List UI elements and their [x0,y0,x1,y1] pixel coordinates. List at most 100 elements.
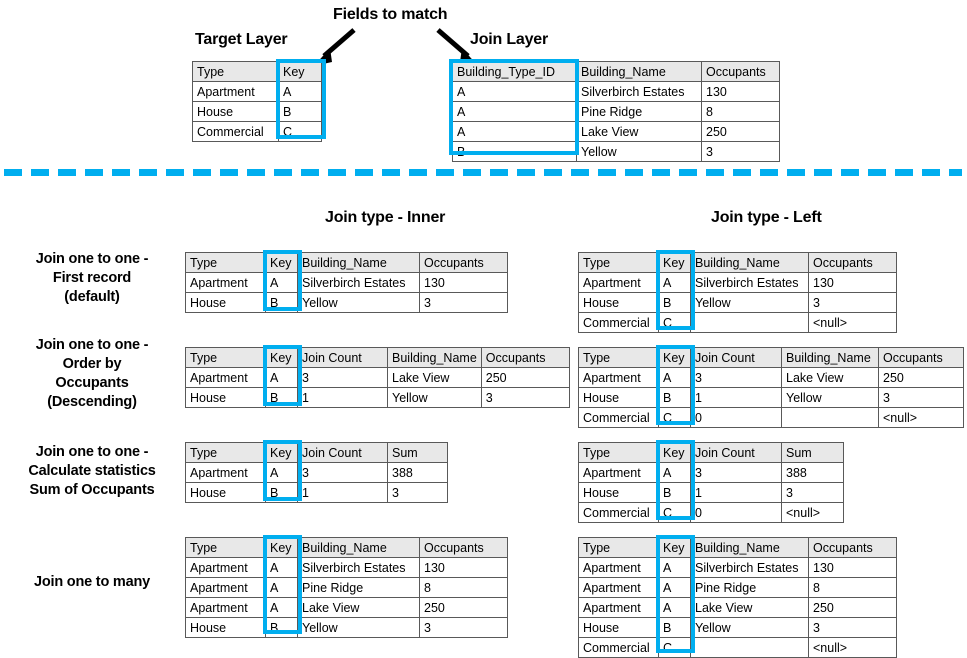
table-cell: <null> [781,502,844,523]
column-header: Occupants [701,61,780,82]
table-cell: Apartment [185,597,266,618]
row-label-line: Calculate statistics [28,463,156,479]
table-cell: Apartment [185,462,266,483]
table-cell: B [265,292,298,313]
table-row: A Lake View 250 [452,121,780,142]
column-header: Type [578,442,659,463]
table-row: Apartment A Silverbirch Estates 130 [185,557,508,578]
column-header: Sum [387,442,448,463]
table-cell: Apartment [578,367,659,388]
column-header: Occupants [419,252,508,273]
table-cell: B [658,617,691,638]
row-label-first-record: Join one to one - First record (default) [6,250,178,307]
column-header: Building_Name [297,252,420,273]
row-label-order-by-occupants: Join one to one - Order by Occupants (Desce… [6,336,178,412]
column-header: Building_Name [576,61,702,82]
table-cell: 3 [690,462,782,483]
table-cell: 3 [419,292,508,313]
column-header: Key [265,252,298,273]
column-header: Type [578,252,659,273]
table-cell: 130 [701,81,780,102]
table-cell: 8 [808,577,897,598]
table-cell: Yellow [576,141,702,162]
table-cell: 1 [690,387,782,408]
table-row: Apartment A [192,81,322,102]
row-label-join-one-to-many: Join one to many [6,573,178,592]
table-row: House B Yellow 3 [185,292,508,313]
table-cell: A [265,557,298,578]
table-cell: 3 [419,617,508,638]
table-header-row: Type Key Join Count Sum [578,442,844,463]
table-header-row: Type Key Building_Name Occupants [578,252,897,273]
table-cell: <null> [878,407,964,428]
table-row: Apartment A 3 Lake View 250 [578,367,964,388]
table-cell: Commercial [578,312,659,333]
table-cell: 3 [878,387,964,408]
column-header: Key [278,61,322,82]
column-header: Key [658,537,691,558]
table-cell: C [658,502,691,523]
table-header-row: Type Key Building_Name Occupants [185,537,508,558]
table-cell: Commercial [578,502,659,523]
table-row: Apartment A Lake View 250 [578,597,897,618]
column-header: Join Count [297,442,388,463]
table-cell: A [452,121,577,142]
table-row: Apartment A Silverbirch Estates 130 [578,272,897,293]
table-cell: Pine Ridge [690,577,809,598]
table-cell: Silverbirch Estates [297,272,420,293]
table-cell: B [278,101,322,122]
table-cell: Yellow [387,387,482,408]
row-label-line: Join one to one - [35,251,149,267]
table-cell: House [185,617,266,638]
result-left-order-by-table: Type Key Join Count Building_Name Occupants A… [578,347,964,428]
column-header: Building_Type_ID [452,61,577,82]
table-cell: Lake View [297,597,420,618]
table-cell: Pine Ridge [297,577,420,598]
table-cell: Commercial [578,407,659,428]
column-header: Join Count [297,347,388,368]
row-label-line: Join one to one - [35,444,149,460]
result-left-first-record-table: Type Key Building_Name Occupants Apartment A S… [578,252,897,333]
table-cell: A [452,101,577,122]
table-cell: Apartment [578,597,659,618]
column-header: Key [658,252,691,273]
join-type-inner-heading: Join type - Inner [325,209,446,226]
table-cell: House [185,387,266,408]
table-cell: Apartment [578,577,659,598]
table-cell: Apartment [185,557,266,578]
column-header: Building_Name [781,347,879,368]
table-cell: Lake View [781,367,879,388]
table-cell: C [658,407,691,428]
table-row: House B 1 3 [578,482,844,503]
table-cell: 250 [419,597,508,618]
table-cell: B [658,387,691,408]
table-cell: 388 [387,462,448,483]
join-layer-table-wrap: Building_Type_ID Building_Name Occupants A S… [449,59,780,162]
table-cell [690,312,809,333]
table-row: House B 1 Yellow 3 [578,387,964,408]
table-cell: 8 [419,577,508,598]
table-cell: Silverbirch Estates [297,557,420,578]
table-header-row: Type Key Join Count Sum [185,442,448,463]
result-inner-one-to-many-wrap: Type Key Building_Name Occupants Apartment A S… [185,535,508,638]
table-cell: A [278,81,322,102]
result-left-one-to-many-table: Type Key Building_Name Occupants Apartment A S… [578,537,897,658]
table-cell: Apartment [192,81,279,102]
table-cell: Lake View [690,597,809,618]
table-header-row: Type Key [192,61,322,82]
column-header: Building_Name [690,252,809,273]
column-header: Building_Name [690,537,809,558]
table-row: B Yellow 3 [452,141,780,162]
table-cell: Silverbirch Estates [690,272,809,293]
table-header-row: Type Key Building_Name Occupants [185,252,508,273]
table-cell: 250 [878,367,964,388]
table-cell: 8 [701,101,780,122]
table-cell: 3 [297,367,388,388]
row-label-line: Sum of Occupants [29,482,155,498]
column-header: Key [265,537,298,558]
result-left-one-to-many-wrap: Type Key Building_Name Occupants Apartment A S… [578,535,897,658]
table-cell: 3 [781,482,844,503]
table-cell: Apartment [185,272,266,293]
result-inner-first-record-table: Type Key Building_Name Occupants Apartment A S… [185,252,508,313]
table-cell: A [658,462,691,483]
